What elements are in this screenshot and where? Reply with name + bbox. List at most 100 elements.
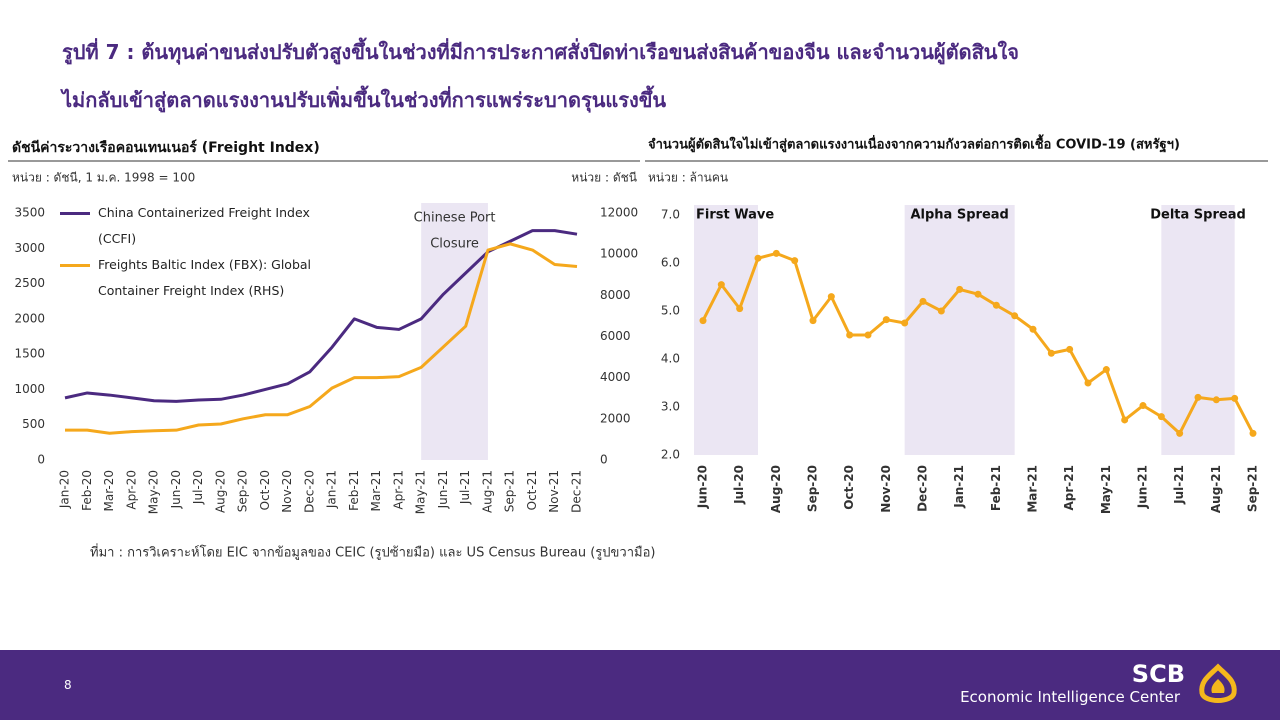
point: [1194, 393, 1202, 401]
point: [1139, 402, 1147, 410]
x-tick-label: Mar-21: [369, 470, 383, 511]
x-tick-label: Jun-20: [696, 465, 710, 509]
x-tick-label: Nov-21: [547, 470, 561, 513]
y-tick-label: 3000: [14, 241, 45, 255]
x-tick-label: Oct-21: [525, 470, 539, 510]
annotation: Delta Spread: [1150, 208, 1246, 223]
x-tick-label: Aug-20: [769, 465, 783, 513]
y2-tick-label: 2000: [600, 411, 631, 425]
slide-title: รูปที่ 7 : ต้นทุนค่าขนส่งปรับตัวสูงขึ้นใ…: [62, 40, 1019, 64]
x-tick-label: Nov-20: [280, 470, 294, 513]
x-tick-label: Aug-20: [213, 470, 227, 513]
y-tick-label: 4.0: [661, 352, 680, 366]
chart-title: จำนวนผู้ตัดสินใจไม่เข้าสู่ตลาดแรงงานเนื่…: [648, 134, 1180, 154]
annotation: Closure: [430, 237, 479, 252]
y-tick-label: 500: [22, 417, 45, 431]
x-tick-label: Jan-21: [325, 470, 339, 509]
x-tick-label: May-20: [147, 470, 161, 514]
x-tick-label: Jul-20: [191, 470, 205, 505]
x-tick-label: Mar-21: [1026, 465, 1040, 513]
point: [992, 301, 1000, 309]
point: [827, 293, 835, 301]
point: [1029, 325, 1037, 333]
x-tick-label: May-21: [414, 470, 428, 514]
point: [1231, 394, 1239, 402]
point: [1047, 349, 1055, 357]
legend: China Containerized Freight Index (CCFI)…: [60, 200, 320, 304]
shade: [421, 203, 488, 460]
point: [809, 317, 817, 325]
unit-label: หน่วย : ดัชนี: [571, 171, 637, 185]
slide-title: ไม่กลับเข้าสู่ตลาดแรงงานปรับเพิ่มขึ้นในช…: [62, 88, 667, 112]
x-tick-label: Sep-20: [236, 470, 250, 512]
y2-tick-label: 6000: [600, 329, 631, 343]
y-tick-label: 7.0: [661, 208, 680, 222]
point: [736, 305, 744, 313]
x-tick-label: Apr-21: [1062, 465, 1076, 510]
legend-label: China Containerized Freight Index (CCFI): [98, 205, 310, 246]
page-number: 8: [64, 678, 72, 692]
y2-tick-label: 0: [600, 453, 608, 467]
y-tick-label: 2000: [14, 311, 45, 325]
shade: [904, 205, 1015, 455]
x-tick-label: Dec-20: [916, 465, 930, 512]
footer: 8 SCB Economic Intelligence Center: [0, 650, 1280, 720]
x-tick-label: Feb-21: [989, 465, 1003, 511]
point: [1011, 312, 1019, 320]
y-tick-label: 1000: [14, 382, 45, 396]
x-tick-label: Dec-21: [570, 470, 584, 513]
point: [956, 285, 964, 293]
y2-tick-label: 12000: [600, 206, 638, 220]
x-tick-label: Jan-20: [58, 470, 72, 509]
x-tick-label: Apr-21: [391, 470, 405, 510]
brand-unit: Economic Intelligence Center: [960, 688, 1180, 706]
point: [919, 297, 927, 305]
y2-tick-label: 10000: [600, 247, 638, 261]
shade: [1161, 205, 1235, 455]
y-tick-label: 6.0: [661, 256, 680, 270]
point: [1084, 379, 1092, 387]
brand: SCB: [1131, 660, 1185, 688]
point: [1066, 345, 1074, 353]
point: [1102, 366, 1110, 374]
point: [974, 290, 982, 298]
x-tick-label: Oct-20: [258, 470, 272, 510]
point: [1176, 429, 1184, 437]
y-tick-label: 5.0: [661, 304, 680, 318]
point: [1249, 429, 1257, 437]
y-tick-label: 2.0: [661, 448, 680, 462]
point: [791, 257, 799, 265]
y-tick-label: 3500: [14, 206, 45, 220]
shade: [694, 205, 758, 455]
y-tick-label: 3.0: [661, 400, 680, 414]
x-tick-label: Sep-20: [806, 465, 820, 512]
point: [864, 331, 872, 339]
point: [717, 281, 725, 289]
point: [754, 254, 762, 262]
x-tick-label: Jun-20: [169, 470, 183, 509]
point: [901, 319, 909, 327]
x-tick-label: Oct-20: [842, 465, 856, 510]
unit-label: หน่วย : ดัชนี, 1 ม.ค. 1998 = 100: [12, 171, 195, 185]
y2-tick-label: 8000: [600, 288, 631, 302]
annotation: Chinese Port: [414, 211, 496, 226]
point: [699, 317, 707, 325]
x-tick-label: Jan-21: [952, 465, 966, 509]
chart-title: ดัชนีค่าระวางเรือคอนเทนเนอร์ (Freight In…: [12, 139, 320, 156]
x-tick-label: May-21: [1099, 465, 1113, 514]
x-tick-label: Jul-21: [1172, 465, 1186, 505]
x-tick-label: Sep-21: [503, 470, 517, 512]
x-tick-label: Jun-21: [436, 470, 450, 509]
unit-label: หน่วย : ล้านคน: [648, 171, 728, 185]
y-tick-label: 2500: [14, 276, 45, 290]
x-tick-label: Jul-20: [732, 465, 746, 505]
y-tick-label: 0: [37, 453, 45, 467]
x-tick-label: Aug-21: [480, 470, 494, 513]
x-tick-label: Nov-20: [879, 465, 893, 513]
source: ที่มา : การวิเคราะห์โดย EIC จากข้อมูลของ…: [90, 544, 655, 561]
annotation: Alpha Spread: [910, 208, 1008, 223]
legend-item: China Containerized Freight Index (CCFI): [60, 200, 320, 252]
point: [937, 307, 945, 315]
point: [882, 316, 890, 324]
